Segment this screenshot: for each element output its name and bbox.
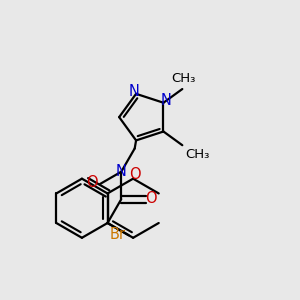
Text: N: N [128, 84, 139, 99]
Text: CH₃: CH₃ [172, 73, 196, 85]
Text: Br: Br [110, 227, 126, 242]
Text: N: N [116, 164, 127, 179]
Text: CH₃: CH₃ [185, 148, 210, 160]
Text: O: O [86, 176, 98, 190]
Text: O: O [145, 190, 157, 206]
Text: N: N [160, 93, 171, 108]
Text: O: O [129, 167, 140, 182]
